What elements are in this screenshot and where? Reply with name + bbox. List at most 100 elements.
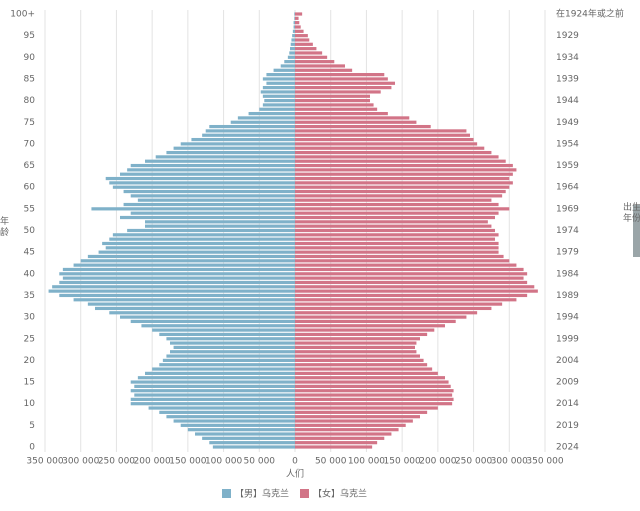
bar [295, 432, 392, 436]
bar [127, 228, 296, 233]
bar [291, 38, 295, 42]
bar [59, 293, 296, 298]
y-tick-label: 100+ [10, 10, 35, 20]
bar [295, 367, 433, 371]
bar [91, 207, 295, 211]
bar [295, 29, 304, 33]
bar [262, 94, 295, 98]
bar [295, 124, 431, 129]
bar [295, 376, 445, 380]
bar [295, 73, 385, 77]
bar [127, 168, 296, 172]
bar [295, 16, 299, 20]
y2-tick-label: 1984 [556, 269, 579, 279]
y-tick-label: 0 [29, 443, 35, 453]
bar [295, 267, 524, 272]
bar [295, 380, 449, 384]
bar [284, 60, 295, 64]
bar [295, 220, 488, 224]
bar [295, 441, 378, 445]
bar [209, 441, 295, 445]
scrollbar[interactable] [633, 205, 640, 257]
y-tick-label: 20 [24, 356, 36, 366]
bar [295, 302, 503, 306]
bar [130, 402, 295, 406]
bar [205, 129, 295, 133]
bar [59, 272, 296, 276]
bar [295, 371, 438, 375]
bar [112, 233, 295, 237]
y-tick-label: 50 [24, 226, 36, 236]
x-tick-label: 100 000 [348, 457, 385, 467]
bar [202, 436, 295, 440]
bar [295, 276, 524, 280]
bar [120, 215, 295, 220]
bar [295, 389, 454, 393]
bar [202, 133, 295, 137]
bar [295, 51, 323, 55]
bar [109, 237, 296, 241]
y-tick-label: 65 [24, 161, 35, 171]
legend-swatch [300, 489, 309, 498]
bar [295, 194, 503, 198]
bar [295, 211, 499, 215]
y2-tick-label: 1994 [556, 313, 579, 323]
y-tick-label: 95 [24, 31, 35, 41]
bar [134, 393, 295, 397]
bar [145, 371, 295, 375]
y-tick-label: 5 [29, 421, 35, 431]
bar [295, 419, 413, 423]
bar [295, 423, 406, 427]
y-tick-label: 35 [24, 291, 35, 301]
bar [295, 246, 499, 250]
bar [295, 298, 517, 302]
bar [295, 415, 420, 419]
bar [155, 155, 295, 159]
bar [295, 155, 499, 159]
bar [73, 298, 295, 302]
bar [295, 285, 535, 289]
bar [295, 259, 510, 263]
bar [120, 172, 295, 176]
bar [295, 410, 428, 414]
bar [290, 42, 295, 46]
y-tick-label: 30 [24, 313, 36, 323]
bar [290, 47, 295, 51]
y2-tick-label: 1929 [556, 31, 579, 41]
bar [80, 259, 295, 263]
bar [295, 116, 410, 120]
x-tick-label: 200 000 [134, 457, 171, 467]
bar [295, 306, 492, 311]
x-tick-label: 350 000 [526, 457, 563, 467]
bar [294, 12, 295, 16]
bar [287, 55, 295, 59]
bar [295, 103, 374, 107]
y-tick-label: 90 [24, 53, 36, 63]
bar [292, 34, 295, 38]
x-tick-label: 0 [292, 457, 298, 467]
bar [159, 363, 295, 367]
bar [112, 185, 295, 189]
bar [98, 250, 295, 254]
bar [295, 293, 528, 298]
bar [262, 77, 295, 81]
bar [294, 16, 295, 20]
bar [295, 397, 454, 401]
bar [295, 354, 420, 358]
y2-axis-label: 出生年份 [623, 203, 640, 224]
bar [295, 94, 370, 98]
bar [295, 406, 438, 410]
bar [295, 363, 428, 367]
x-tick-label: 250 000 [98, 457, 135, 467]
bar [295, 207, 510, 211]
x-tick-label: 200 000 [419, 457, 456, 467]
bar [195, 432, 295, 436]
bar [152, 328, 295, 332]
x-tick-label: 250 000 [455, 457, 492, 467]
bar [109, 181, 296, 185]
y-tick-label: 25 [24, 334, 35, 344]
bar [295, 337, 420, 341]
bar [295, 280, 528, 285]
bar [295, 86, 392, 90]
